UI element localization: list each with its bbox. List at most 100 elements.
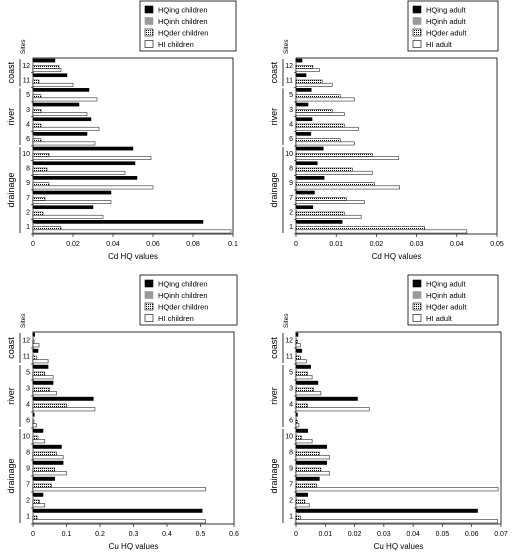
x-tick-label: 0 xyxy=(294,241,298,248)
site-tick-label: 6 xyxy=(26,418,30,425)
bar-site-2-series-4 xyxy=(32,503,45,508)
bar-site-12-series-1 xyxy=(32,332,35,337)
legend-swatch xyxy=(412,5,422,14)
x-axis-label: Cd HQ values xyxy=(372,252,422,261)
site-tick-label: 2 xyxy=(289,210,293,217)
bar-site-12-series-4 xyxy=(32,343,40,348)
bar-site-12-series-3 xyxy=(32,65,60,69)
group-label-river: river xyxy=(6,108,16,126)
bar-site-11-series-1 xyxy=(295,348,303,353)
bar-site-12-series-1 xyxy=(295,332,299,337)
bar-site-6-series-4 xyxy=(295,423,300,428)
x-tick-label: 0.04 xyxy=(406,531,420,538)
group-label-drainage: drainage xyxy=(6,458,16,493)
legend-swatch xyxy=(144,5,154,14)
bar-site-7-series-1 xyxy=(295,476,320,481)
legend-swatch xyxy=(412,279,422,288)
bar-site-4-series-4 xyxy=(32,407,96,412)
bar-site-8-series-4 xyxy=(32,170,126,175)
bar-site-2-series-1 xyxy=(295,205,314,210)
group-label-coast: coast xyxy=(269,61,279,83)
bar-site-11-series-4 xyxy=(32,359,49,364)
legend-entry: HQing children xyxy=(158,6,208,15)
site-tick-label: 12 xyxy=(22,338,30,345)
site-tick-label: 1 xyxy=(26,514,30,521)
bar-site-6-series-1 xyxy=(295,412,298,417)
bar-site-5-series-2 xyxy=(295,91,297,95)
bar-site-7-series-2 xyxy=(32,480,34,485)
bar-site-10-series-3 xyxy=(295,435,303,440)
bar-site-12-series-3 xyxy=(295,339,298,344)
legend-entry: HQinh adult xyxy=(426,291,467,300)
bar-site-2-series-3 xyxy=(295,499,306,504)
bar-site-3-series-1 xyxy=(295,380,319,385)
site-tick-label: 9 xyxy=(26,180,30,187)
bar-site-3-series-2 xyxy=(295,384,297,389)
bar-site-10-series-4 xyxy=(295,439,313,444)
bar-site-6-series-2 xyxy=(32,416,34,421)
bar-site-1-series-3 xyxy=(32,515,38,520)
bar-site-11-series-3 xyxy=(295,79,323,84)
bar-site-7-series-1 xyxy=(32,190,112,195)
bar-site-3-series-3 xyxy=(32,109,42,113)
bar-site-6-series-3 xyxy=(295,419,298,424)
group-label-coast: coast xyxy=(6,61,16,83)
bar-site-5-series-1 xyxy=(295,88,312,92)
bar-site-12-series-4 xyxy=(295,343,301,348)
site-tick-label: 9 xyxy=(289,466,293,473)
group-label-drainage: drainage xyxy=(269,458,279,493)
bar-site-9-series-4 xyxy=(295,471,330,476)
bar-site-1-series-4 xyxy=(32,229,232,234)
bar-site-11-series-2 xyxy=(32,352,34,357)
bar-site-9-series-4 xyxy=(295,185,400,190)
bar-site-6-series-3 xyxy=(295,138,341,143)
bar-site-7-series-2 xyxy=(32,193,34,198)
bar-site-1-series-4 xyxy=(295,519,498,524)
bar-site-5-series-4 xyxy=(32,97,98,102)
bar-site-10-series-2 xyxy=(295,432,297,437)
y-axis-label: Sites xyxy=(20,313,27,328)
bar-site-4-series-1 xyxy=(32,117,92,122)
bar-site-9-series-1 xyxy=(32,460,64,465)
bar-site-7-series-3 xyxy=(295,197,347,201)
bar-site-10-series-4 xyxy=(32,156,152,160)
site-tick-label: 1 xyxy=(26,224,30,231)
bar-site-10-series-3 xyxy=(32,153,50,157)
bar-site-7-series-1 xyxy=(295,190,315,195)
x-tick-label: 0.5 xyxy=(196,531,206,538)
bar-site-4-series-4 xyxy=(32,126,100,131)
bar-site-8-series-3 xyxy=(32,167,48,172)
bar-site-2-series-3 xyxy=(32,499,40,504)
site-tick-label: 3 xyxy=(26,386,30,393)
bar-site-2-series-1 xyxy=(295,492,308,497)
site-tick-label: 5 xyxy=(26,92,30,99)
site-tick-label: 2 xyxy=(26,210,30,217)
bar-site-6-series-1 xyxy=(295,132,312,136)
bar-site-4-series-1 xyxy=(32,396,94,401)
site-tick-label: 11 xyxy=(286,78,293,85)
legend-box xyxy=(407,274,499,326)
bar-site-2-series-2 xyxy=(32,208,34,213)
site-tick-label: 4 xyxy=(26,122,30,129)
bar-site-11-series-4 xyxy=(295,359,307,364)
bar-site-1-series-3 xyxy=(32,226,62,231)
legend-entry: HQder adult xyxy=(426,303,467,312)
bar-site-1-series-1 xyxy=(295,508,478,513)
bar-site-12-series-2 xyxy=(295,61,297,66)
bar-site-1-series-2 xyxy=(32,223,34,227)
bar-site-8-series-1 xyxy=(32,161,136,166)
bar-site-10-series-2 xyxy=(32,432,34,437)
bar-site-3-series-1 xyxy=(295,102,309,107)
bar-site-10-series-1 xyxy=(32,146,134,151)
site-tick-label: 10 xyxy=(285,434,293,441)
x-tick-label: 0.01 xyxy=(329,241,343,248)
bar-site-3-series-4 xyxy=(295,391,322,396)
bar-site-5-series-4 xyxy=(32,375,54,380)
legend-entry: HQder adult xyxy=(426,29,467,38)
bar-site-3-series-1 xyxy=(32,102,80,107)
bar-site-4-series-2 xyxy=(295,120,297,125)
bar-site-4-series-2 xyxy=(32,120,34,125)
